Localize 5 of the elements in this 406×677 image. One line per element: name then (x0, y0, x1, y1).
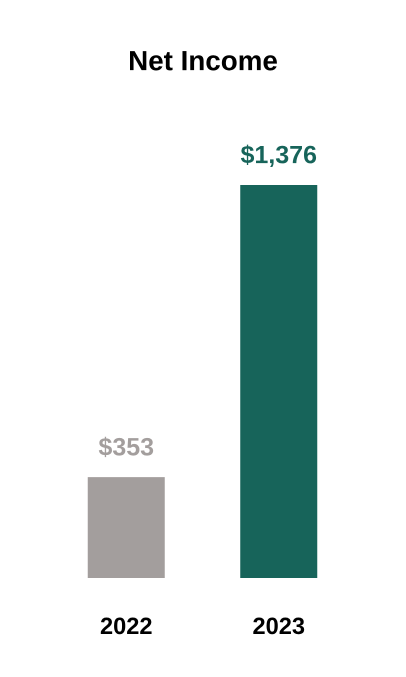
x-tick-label: 2023 (253, 618, 304, 634)
data-label: $1,376 (240, 144, 316, 168)
x-tick-label: 2022 (100, 618, 152, 634)
chart-title: Net Income (130, 51, 277, 70)
data-label: $353 (98, 436, 154, 458)
